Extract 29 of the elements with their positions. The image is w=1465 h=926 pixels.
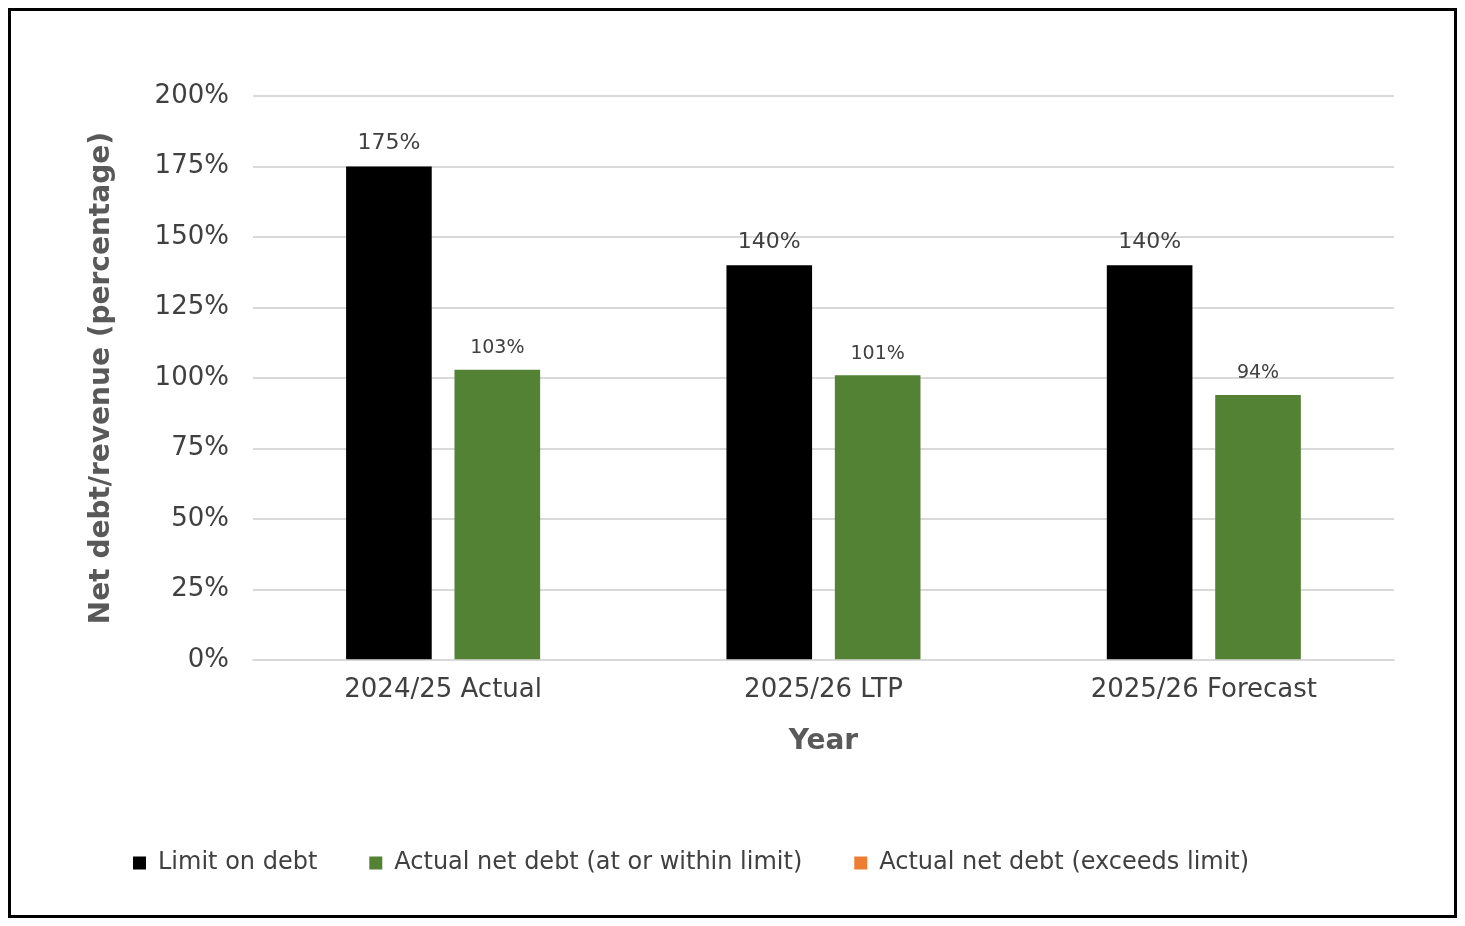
y-tick-label: 0% [187, 642, 229, 673]
legend-label: Actual net debt (at or within limit) [394, 847, 803, 876]
data-label: 94% [1236, 360, 1280, 383]
bar [834, 375, 921, 660]
data-label: 140% [1118, 227, 1182, 253]
y-tick-label: 75% [171, 431, 229, 462]
x-tick-label: 2025/26 Forecast [1090, 672, 1317, 703]
bar [454, 369, 541, 660]
x-axis-title: Year [787, 723, 859, 757]
data-label: 103% [470, 335, 525, 358]
legend-label: Limit on debt [158, 847, 318, 876]
bar [346, 166, 432, 660]
y-tick-label: 50% [171, 501, 229, 532]
legend-label: Actual net debt (exceeds limit) [879, 847, 1250, 876]
bar [1106, 265, 1193, 660]
x-tick-label: 2024/25 Actual [344, 672, 542, 703]
data-label: 175% [357, 129, 421, 155]
x-tick-label: 2025/26 LTP [744, 672, 903, 703]
y-tick-label: 175% [154, 149, 229, 180]
y-axis-title: Net debt/revenue (percentage) [83, 132, 117, 625]
y-tick-label: 200% [154, 78, 229, 109]
bar [1215, 395, 1301, 660]
y-tick-label: 25% [171, 572, 229, 603]
y-tick-label: 100% [154, 360, 229, 391]
data-label: 101% [850, 340, 905, 363]
y-tick-label: 150% [154, 219, 229, 250]
y-tick-label: 125% [154, 290, 229, 321]
data-label: 140% [737, 227, 801, 253]
bar [726, 265, 813, 660]
